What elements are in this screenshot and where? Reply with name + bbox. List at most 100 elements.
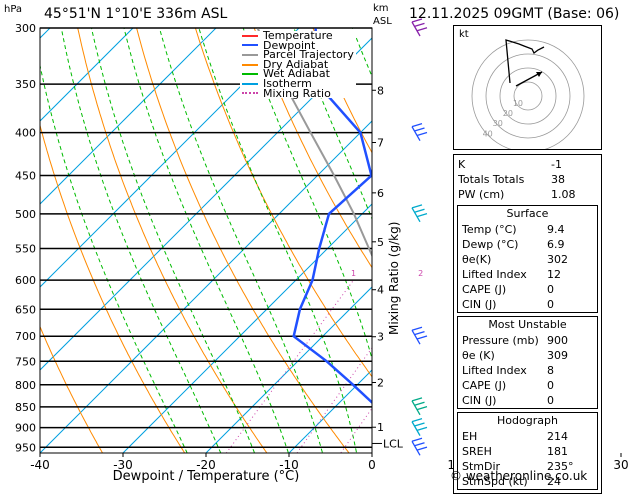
hodograph-stat-label: EH [462,429,477,444]
wind-barb [412,127,420,141]
copyright-footer: © weatheronline.co.uk [450,469,587,483]
indices-panel: K -1 Totals Totals 38 PW (cm) 1.08 Surfa… [453,154,602,494]
wind-barb-flag [412,19,422,22]
hodograph-stat-row: EH 214 [458,429,597,444]
wind-barbs [412,19,427,455]
most-unstable-label: Lifted Index [462,363,527,378]
legend-swatch [242,54,258,56]
pressure-tick-label: 850 [15,401,36,414]
wind-barb-flag [417,447,427,450]
surface-label: Lifted Index [462,267,527,282]
totals-totals-row: Totals Totals 38 [454,172,601,187]
most-unstable-value: 0 [547,393,593,408]
pw-label: PW (cm) [458,187,504,202]
wind-barb [412,208,420,222]
surface-label: CAPE (J) [462,282,506,297]
most-unstable-row: θe (K)309 [458,348,597,363]
most-unstable-label: θe (K) [462,348,495,363]
surface-value: 0 [547,297,593,312]
wind-barb-flag [417,407,427,410]
legend-swatch [242,73,258,75]
km-tick-label: 7 [377,137,384,150]
wind-barb-flag [415,23,425,26]
wind-barb-flag [412,419,422,422]
wind-barb-flag [417,214,427,217]
mixing-ratio-axis-label: Mixing Ratio (g/kg) [387,222,401,335]
most-unstable-value: 8 [547,363,593,378]
km-tick-label: 1 [377,421,384,434]
dry-adiabat-line [19,28,193,466]
pressure-tick-label: 650 [15,303,36,316]
wind-barb [412,401,420,415]
hodograph-ring-label: 30 [493,119,503,128]
surface-label: θe(K) [462,252,491,267]
km-tick-label: 3 [377,331,384,344]
mixing-ratio-line [217,280,354,466]
wet-adiabat-line [625,28,629,466]
surface-row: CAPE (J)0 [458,282,597,297]
most-unstable-row: Lifted Index 8 [458,363,597,378]
most-unstable-value: 0 [547,378,593,393]
surface-label: CIN (J) [462,297,496,312]
pressure-tick-label: 350 [15,78,36,91]
legend-swatch [242,35,258,37]
wind-barb-flag [417,336,427,339]
hodograph-trace [506,40,544,83]
x-tick-label: -40 [30,458,50,472]
wind-barb-flag [412,438,422,441]
totals-totals-label: Totals Totals [458,172,524,187]
wind-barb-flag [417,28,427,31]
surface-label: Temp (°C) [462,222,517,237]
wind-barb-flag [412,124,422,127]
wind-barb-flag [415,209,425,212]
km-tick-label: 5 [377,236,384,249]
surface-title: Surface [458,206,597,222]
surface-row: CIN (J) 0 [458,297,597,312]
wind-barb-flag [415,332,425,335]
hodograph-stats-title: Hodograph [458,413,597,429]
x-tick-label: 30 [613,458,628,472]
km-tick-label: 6 [377,187,384,200]
hodograph-ring-label: 20 [503,109,513,118]
pressure-tick-label: 750 [15,355,36,368]
pressure-tick-label: 400 [15,127,36,140]
wind-barb-flag [415,423,425,426]
most-unstable-title: Most Unstable [458,317,597,333]
surface-value: 9.4 [547,222,593,237]
surface-row: Dewp (°C)6.9 [458,237,597,252]
hodograph-unit: kt [459,29,469,40]
hodograph-stat-label: SREH [462,444,492,459]
legend-swatch [242,44,258,46]
wind-barb-flag [417,427,427,430]
legend-swatch [242,92,258,94]
wind-barb-flag [412,398,422,401]
wind-barb [412,422,420,436]
wind-barb-flag [417,132,427,135]
pw-row: PW (cm) 1.08 [454,187,601,202]
surface-row: θe(K) 302 [458,252,597,267]
surface-label: Dewp (°C) [462,237,518,252]
wind-barb-flag [415,128,425,131]
km-tick-label: 4 [377,284,384,297]
surface-value: 302 [547,252,593,267]
wind-barb-flag [415,443,425,446]
k-index-value: -1 [551,157,597,172]
isotherm-line [621,28,629,453]
x-axis-label: Dewpoint / Temperature (°C) [113,469,300,484]
totals-totals-value: 38 [551,172,597,187]
most-unstable-label: CIN (J) [462,393,496,408]
hodograph-ring-label: 10 [513,99,523,108]
pressure-tick-label: 600 [15,274,36,287]
hodograph-stat-value: 214 [547,429,593,444]
pressure-tick-label: 550 [15,242,36,255]
hodograph-ring-label: 40 [483,129,493,138]
most-unstable-row: CIN (J) 0 [458,393,597,408]
pressure-tick-label: 900 [15,422,36,435]
